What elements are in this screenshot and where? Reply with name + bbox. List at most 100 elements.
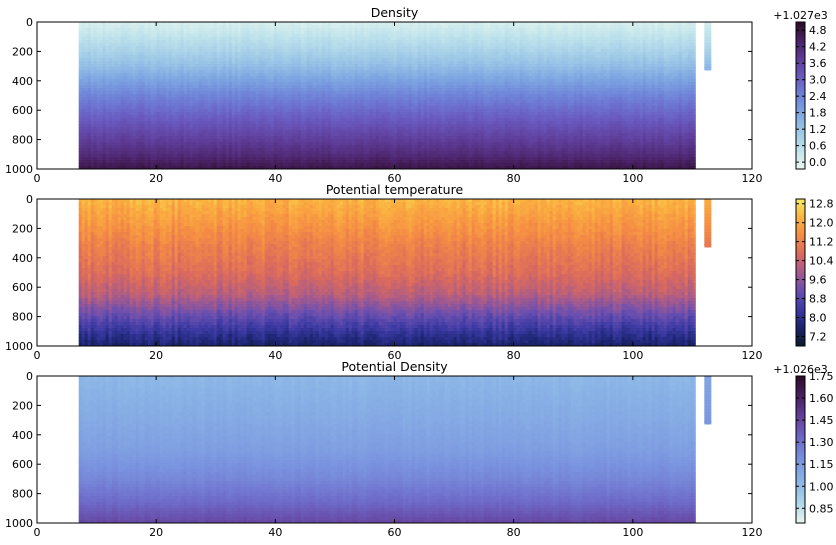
heatmap-cell: [312, 91, 317, 95]
heatmap-cell: [162, 136, 167, 140]
heatmap-cell: [336, 64, 341, 68]
heatmap-cell: [273, 82, 278, 86]
heatmap-cell: [144, 157, 149, 161]
heatmap-cell: [348, 139, 353, 143]
heatmap-cell: [228, 31, 233, 35]
heatmap-cell: [234, 76, 239, 80]
heatmap-cell: [108, 73, 113, 77]
heatmap-cell: [195, 55, 200, 59]
heatmap-cell: [213, 85, 218, 89]
heatmap-cell: [207, 103, 212, 107]
heatmap-cell: [93, 121, 98, 125]
heatmap-cell: [267, 25, 272, 29]
heatmap-cell: [306, 142, 311, 146]
heatmap-cell: [324, 25, 329, 29]
heatmap-cell: [231, 157, 236, 161]
heatmap-cell: [327, 40, 332, 44]
heatmap-cell: [93, 37, 98, 41]
heatmap-cell: [99, 91, 104, 95]
heatmap-cell: [366, 124, 371, 128]
heatmap-cell: [207, 154, 212, 158]
heatmap-cell: [156, 70, 161, 74]
heatmap-cell: [339, 154, 344, 158]
heatmap-cell: [324, 28, 329, 32]
heatmap-cell: [123, 163, 128, 167]
heatmap-cell: [372, 130, 377, 134]
heatmap-cell: [288, 127, 293, 131]
heatmap-cell: [270, 154, 275, 158]
heatmap-cell: [156, 46, 161, 50]
heatmap-cell: [279, 163, 284, 167]
heatmap-cell: [258, 91, 263, 95]
heatmap-cell: [276, 97, 281, 101]
heatmap-cell: [135, 139, 140, 143]
heatmap-cell: [258, 118, 263, 122]
heatmap-cell: [237, 112, 242, 116]
heatmap-cell: [159, 103, 164, 107]
heatmap-cell: [357, 97, 362, 101]
heatmap-cell: [351, 106, 356, 110]
heatmap-cell: [174, 49, 179, 53]
heatmap-cell: [276, 58, 281, 62]
heatmap-cell: [261, 28, 266, 32]
heatmap-cell: [144, 40, 149, 44]
heatmap-cell: [300, 157, 305, 161]
heatmap-cell: [198, 106, 203, 110]
heatmap-cell: [345, 130, 350, 134]
heatmap-cell: [342, 136, 347, 140]
heatmap-cell: [372, 31, 377, 35]
heatmap-cell: [102, 52, 107, 56]
heatmap-cell: [264, 55, 269, 59]
heatmap-cell: [204, 160, 209, 164]
heatmap-cell: [354, 121, 359, 125]
heatmap-cell: [102, 148, 107, 152]
heatmap-cell: [267, 67, 272, 71]
heatmap-cell: [174, 157, 179, 161]
heatmap-cell: [93, 73, 98, 77]
heatmap-cell: [321, 79, 326, 83]
heatmap-cell: [333, 37, 338, 41]
heatmap-cell: [306, 103, 311, 107]
heatmap-cell: [381, 31, 386, 35]
heatmap-cell: [183, 136, 188, 140]
heatmap-cell: [324, 166, 329, 170]
heatmap-cell: [303, 118, 308, 122]
heatmap-cell: [315, 79, 320, 83]
heatmap-cell: [336, 124, 341, 128]
heatmap-cell: [228, 142, 233, 146]
heatmap-cell: [375, 46, 380, 50]
heatmap-cell: [171, 136, 176, 140]
heatmap-cell: [291, 103, 296, 107]
heatmap-cell: [252, 31, 257, 35]
heatmap-cell: [81, 88, 86, 92]
heatmap-cell: [210, 34, 215, 38]
heatmap-cell: [99, 58, 104, 62]
heatmap-cell: [276, 94, 281, 98]
heatmap-cell: [90, 40, 95, 44]
heatmap-cell: [312, 22, 317, 26]
heatmap-cell: [213, 118, 218, 122]
heatmap-cell: [171, 58, 176, 62]
heatmap-cell: [123, 115, 128, 119]
heatmap-cell: [336, 166, 341, 170]
heatmap-cell: [318, 52, 323, 56]
heatmap-cell: [126, 97, 131, 101]
heatmap-cell: [330, 130, 335, 134]
heatmap-cell: [246, 70, 251, 74]
heatmap-cell: [276, 64, 281, 68]
heatmap-cell: [108, 157, 113, 161]
heatmap-cell: [87, 160, 92, 164]
heatmap-cell: [369, 49, 374, 53]
heatmap-cell: [354, 28, 359, 32]
heatmap-cell: [273, 73, 278, 77]
heatmap-cell: [273, 91, 278, 95]
heatmap-cell: [207, 34, 212, 38]
heatmap-cell: [186, 109, 191, 113]
heatmap-cell: [177, 58, 182, 62]
heatmap-cell: [207, 67, 212, 71]
heatmap-cell: [309, 133, 314, 137]
heatmap-cell: [204, 127, 209, 131]
heatmap-cell: [378, 121, 383, 125]
heatmap-cell: [99, 154, 104, 158]
heatmap-cell: [168, 103, 173, 107]
